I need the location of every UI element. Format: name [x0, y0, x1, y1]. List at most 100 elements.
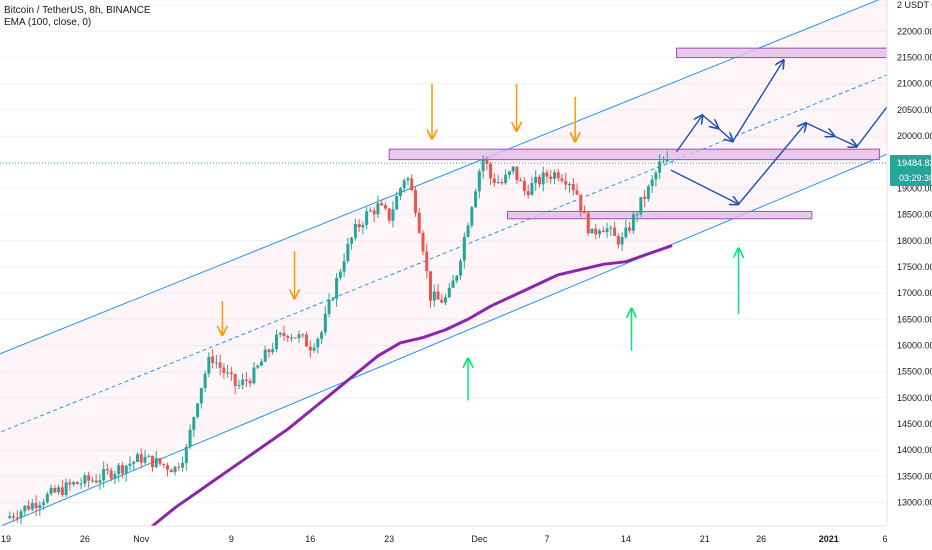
candle [601, 226, 605, 233]
candle-body [286, 336, 290, 338]
candle-body [500, 181, 504, 184]
time-tick-label: 26 [80, 534, 90, 544]
candle-body [541, 172, 545, 185]
candle-body [278, 333, 282, 335]
candle [470, 205, 474, 229]
candle-body [601, 230, 605, 233]
candle-body [135, 454, 139, 462]
candle-body [466, 225, 470, 237]
candle-body [327, 300, 331, 314]
symbol-title[interactable]: Bitcoin / TetherUS, 8h, BINANCE [4, 5, 151, 16]
candle [628, 221, 632, 234]
candle-body [192, 417, 196, 430]
candle [522, 177, 526, 196]
candle [425, 243, 429, 279]
candle [151, 455, 155, 472]
candle-body [151, 455, 155, 468]
candle [564, 172, 568, 190]
candle-body [579, 194, 583, 212]
time-tick-label: 16 [305, 534, 315, 544]
time-tick-label: 9 [229, 534, 234, 544]
candle-body [372, 210, 376, 215]
candle-body [665, 159, 669, 162]
candle [27, 500, 31, 511]
candle-body [605, 228, 609, 233]
candle [30, 498, 34, 512]
candle-body [102, 469, 106, 481]
candle-body [173, 466, 177, 473]
candle-body [274, 334, 278, 350]
candle-body [586, 213, 590, 234]
candle-body [49, 487, 53, 495]
candle-body [271, 349, 275, 353]
projection-arrow [805, 122, 834, 136]
candle-body [64, 482, 68, 496]
candle [447, 282, 451, 299]
candle [229, 367, 233, 382]
candle-body [214, 362, 218, 364]
candle [383, 202, 387, 211]
candle [481, 155, 485, 179]
candle-body [98, 480, 102, 483]
candle [661, 156, 665, 163]
candle [196, 402, 200, 419]
candle-body [395, 196, 399, 210]
price-tick-label: 18500.00 [897, 210, 932, 220]
candle [316, 336, 320, 354]
candle [492, 173, 496, 187]
candle [162, 463, 166, 469]
candle-body [211, 356, 215, 363]
candle [290, 334, 294, 343]
candle [79, 477, 83, 490]
candle-body [507, 171, 511, 176]
candle-body [564, 180, 568, 185]
price-tick-label: 16000.00 [897, 340, 932, 350]
candle [203, 370, 207, 393]
candle [177, 462, 181, 472]
time-tick-label: 19 [1, 534, 11, 544]
candle [665, 150, 669, 163]
candle [507, 170, 511, 179]
candle [534, 170, 538, 191]
candle-body [199, 387, 203, 404]
candle-body [342, 261, 346, 272]
candle-body [530, 183, 534, 195]
candle-body [650, 179, 654, 187]
candle-body [526, 191, 530, 195]
candle [23, 505, 27, 516]
candle [158, 457, 162, 467]
candle [613, 221, 617, 237]
candle [305, 331, 309, 347]
candle [12, 512, 16, 522]
candle [429, 271, 433, 308]
candle-body [316, 338, 320, 348]
candle-body [436, 291, 440, 300]
candle-body [560, 178, 564, 181]
candle-body [477, 171, 481, 192]
candle [241, 372, 245, 390]
candle [267, 348, 271, 358]
candle-body [429, 271, 433, 301]
candle [53, 485, 57, 494]
candle [211, 349, 215, 369]
price-axis-bg [887, 0, 932, 550]
candle-body [624, 227, 628, 238]
candle-body [338, 271, 342, 278]
candle-body [323, 313, 327, 333]
ema-indicator-label[interactable]: EMA (100, close, 0) [4, 17, 92, 28]
candle [346, 237, 350, 264]
candle [282, 325, 286, 341]
candle [537, 174, 541, 188]
candle [560, 173, 564, 183]
chart-legend: Bitcoin / TetherUS, 8h, BINANCE EMA (100… [4, 5, 151, 29]
candle-body [34, 503, 38, 508]
candle [87, 471, 91, 488]
candle-body [87, 475, 91, 481]
candle [132, 460, 136, 471]
candle [188, 424, 192, 450]
channel-fill [0, 0, 930, 529]
candle-body [320, 332, 324, 339]
candle-body [496, 181, 500, 184]
time-tick-label: Nov [133, 534, 150, 544]
